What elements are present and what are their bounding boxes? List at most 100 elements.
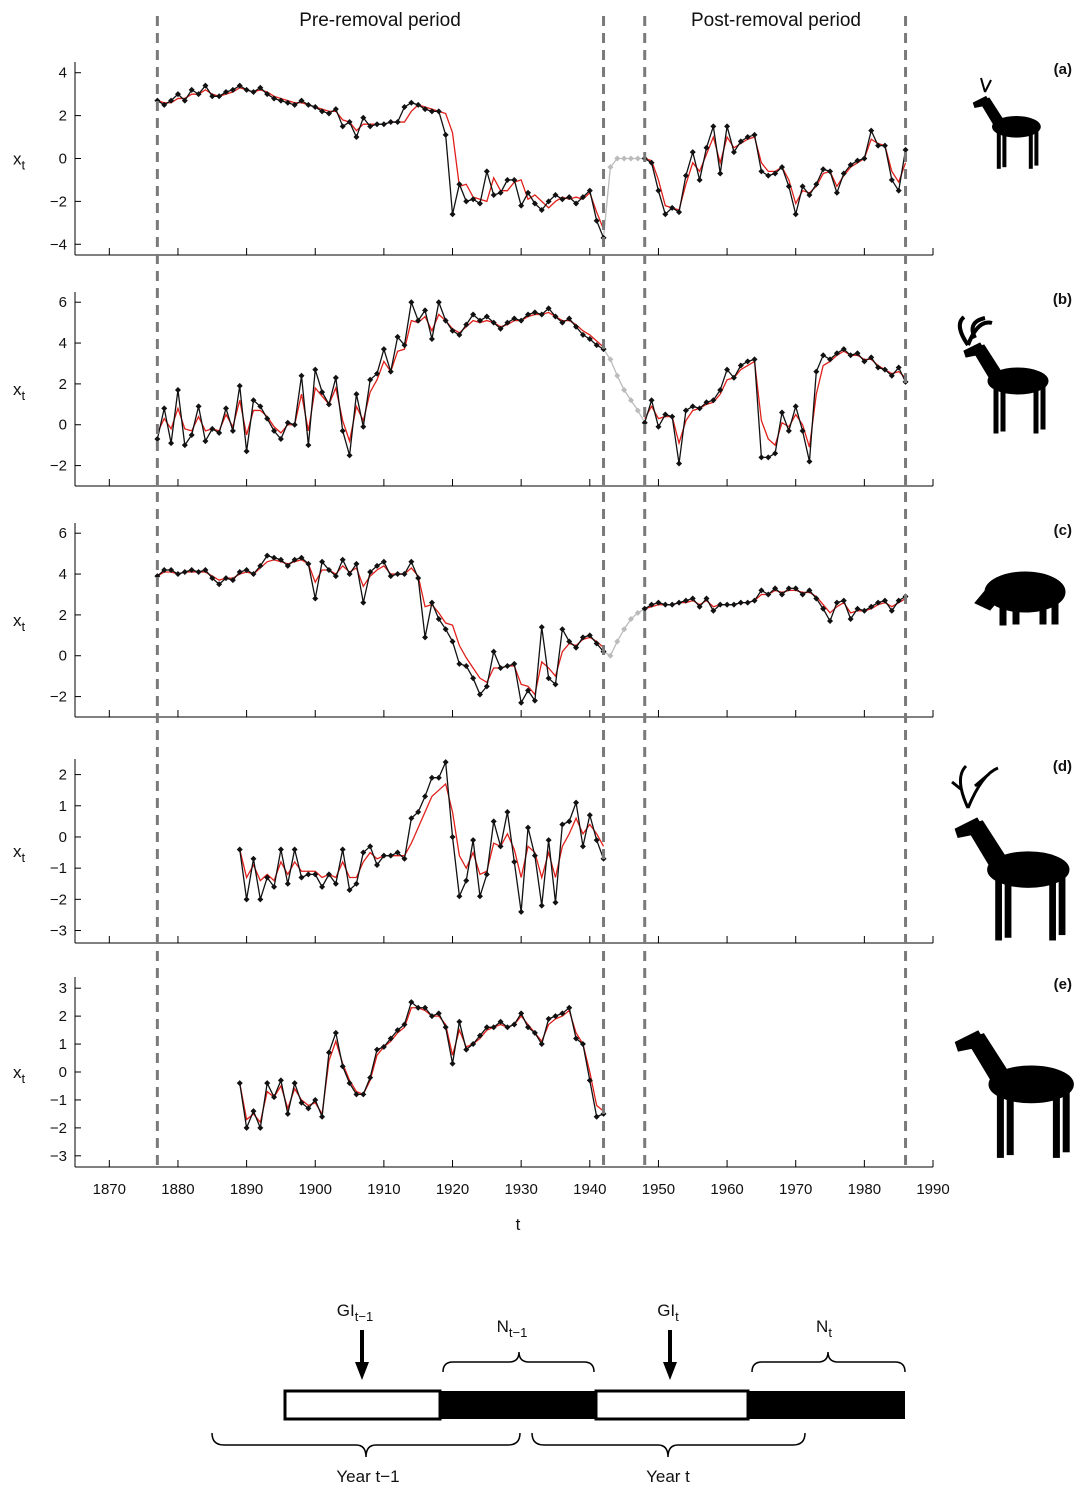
x-tick-label: 1970 (779, 1181, 812, 1198)
x-tick-label: 1980 (848, 1181, 881, 1198)
point (477, 201, 483, 207)
point (779, 409, 785, 415)
point (353, 391, 359, 397)
point (752, 356, 758, 362)
point (257, 1125, 263, 1131)
point (491, 818, 497, 824)
y-tick-label: 2 (59, 767, 67, 784)
y-tick-label: 2 (59, 108, 67, 125)
x-tick-label: 1880 (161, 1181, 194, 1198)
point (408, 299, 414, 305)
point (408, 559, 414, 565)
point (456, 893, 462, 899)
n-now-label: Nt (816, 1317, 832, 1340)
point (374, 121, 380, 127)
point (285, 1111, 291, 1117)
point (250, 1108, 256, 1114)
point (875, 600, 881, 606)
year-prev-label: Year t−1 (336, 1467, 399, 1486)
point (710, 123, 716, 129)
point (443, 1024, 449, 1030)
point (264, 1080, 270, 1086)
point (237, 83, 243, 89)
point (422, 634, 428, 640)
y-tick-label: 3 (59, 980, 67, 997)
point (299, 373, 305, 379)
point (161, 405, 167, 411)
label-sub: t−1 (509, 1325, 527, 1340)
brace (752, 1352, 905, 1372)
page: {"headers":{"pre":"Pre-removal period","… (0, 0, 1092, 1494)
point (333, 1030, 339, 1036)
diagram: GIt−1 Nt−1 GIt Nt Year t−1 Year t (212, 1301, 905, 1486)
x-tick-label: 1960 (710, 1181, 743, 1198)
x-tick-label: 1890 (230, 1181, 263, 1198)
point (381, 346, 387, 352)
point (340, 846, 346, 852)
point (566, 818, 572, 824)
point (312, 104, 318, 110)
point (772, 450, 778, 456)
red-deer (955, 818, 1068, 940)
series-line (157, 86, 905, 238)
point (504, 809, 510, 815)
point (470, 837, 476, 843)
point (257, 896, 263, 902)
period-white (596, 1391, 748, 1419)
point (175, 571, 181, 577)
y-tick-label: 6 (59, 294, 67, 311)
brace (443, 1352, 594, 1372)
point (649, 397, 655, 403)
point (546, 837, 552, 843)
point (841, 598, 847, 604)
y-tick-label: −4 (50, 236, 67, 253)
point (676, 600, 682, 606)
point (724, 123, 730, 129)
point (546, 1016, 552, 1022)
point (758, 168, 764, 174)
point (285, 881, 291, 887)
period-black (440, 1391, 596, 1419)
y-axis-label: xt (13, 611, 26, 634)
point (820, 166, 826, 172)
point (450, 211, 456, 217)
series-line (604, 609, 645, 656)
y-axis-label: xt (13, 1063, 26, 1086)
point (518, 203, 524, 209)
point (292, 846, 298, 852)
point (827, 618, 833, 624)
y-label-sub: t (22, 388, 26, 403)
point (360, 600, 366, 606)
point (463, 663, 469, 669)
y-tick-label: 0 (59, 151, 67, 168)
panel-label: (c) (1054, 522, 1072, 539)
y-tick-label: −1 (50, 860, 67, 877)
label-base: N (816, 1317, 828, 1336)
point (237, 846, 243, 852)
point (861, 156, 867, 162)
y-tick-label: 0 (59, 648, 67, 665)
point (250, 89, 256, 95)
point (299, 875, 305, 881)
y-tick-label: −2 (50, 1120, 67, 1137)
point (175, 387, 181, 393)
series-line (240, 762, 604, 912)
label-sub: t (675, 1309, 679, 1324)
point (216, 93, 222, 99)
point (340, 557, 346, 563)
point (745, 600, 751, 606)
point (628, 156, 634, 162)
point (244, 87, 250, 93)
point (182, 569, 188, 575)
point (724, 602, 730, 608)
point (395, 119, 401, 125)
arrow-head (663, 1362, 677, 1380)
point (676, 209, 682, 215)
point (854, 158, 860, 164)
y-tick-label: −2 (50, 193, 67, 210)
point (312, 871, 318, 877)
y-tick-label: 1 (59, 1036, 67, 1053)
point (244, 1125, 250, 1131)
point (292, 1080, 298, 1086)
point (882, 143, 888, 149)
